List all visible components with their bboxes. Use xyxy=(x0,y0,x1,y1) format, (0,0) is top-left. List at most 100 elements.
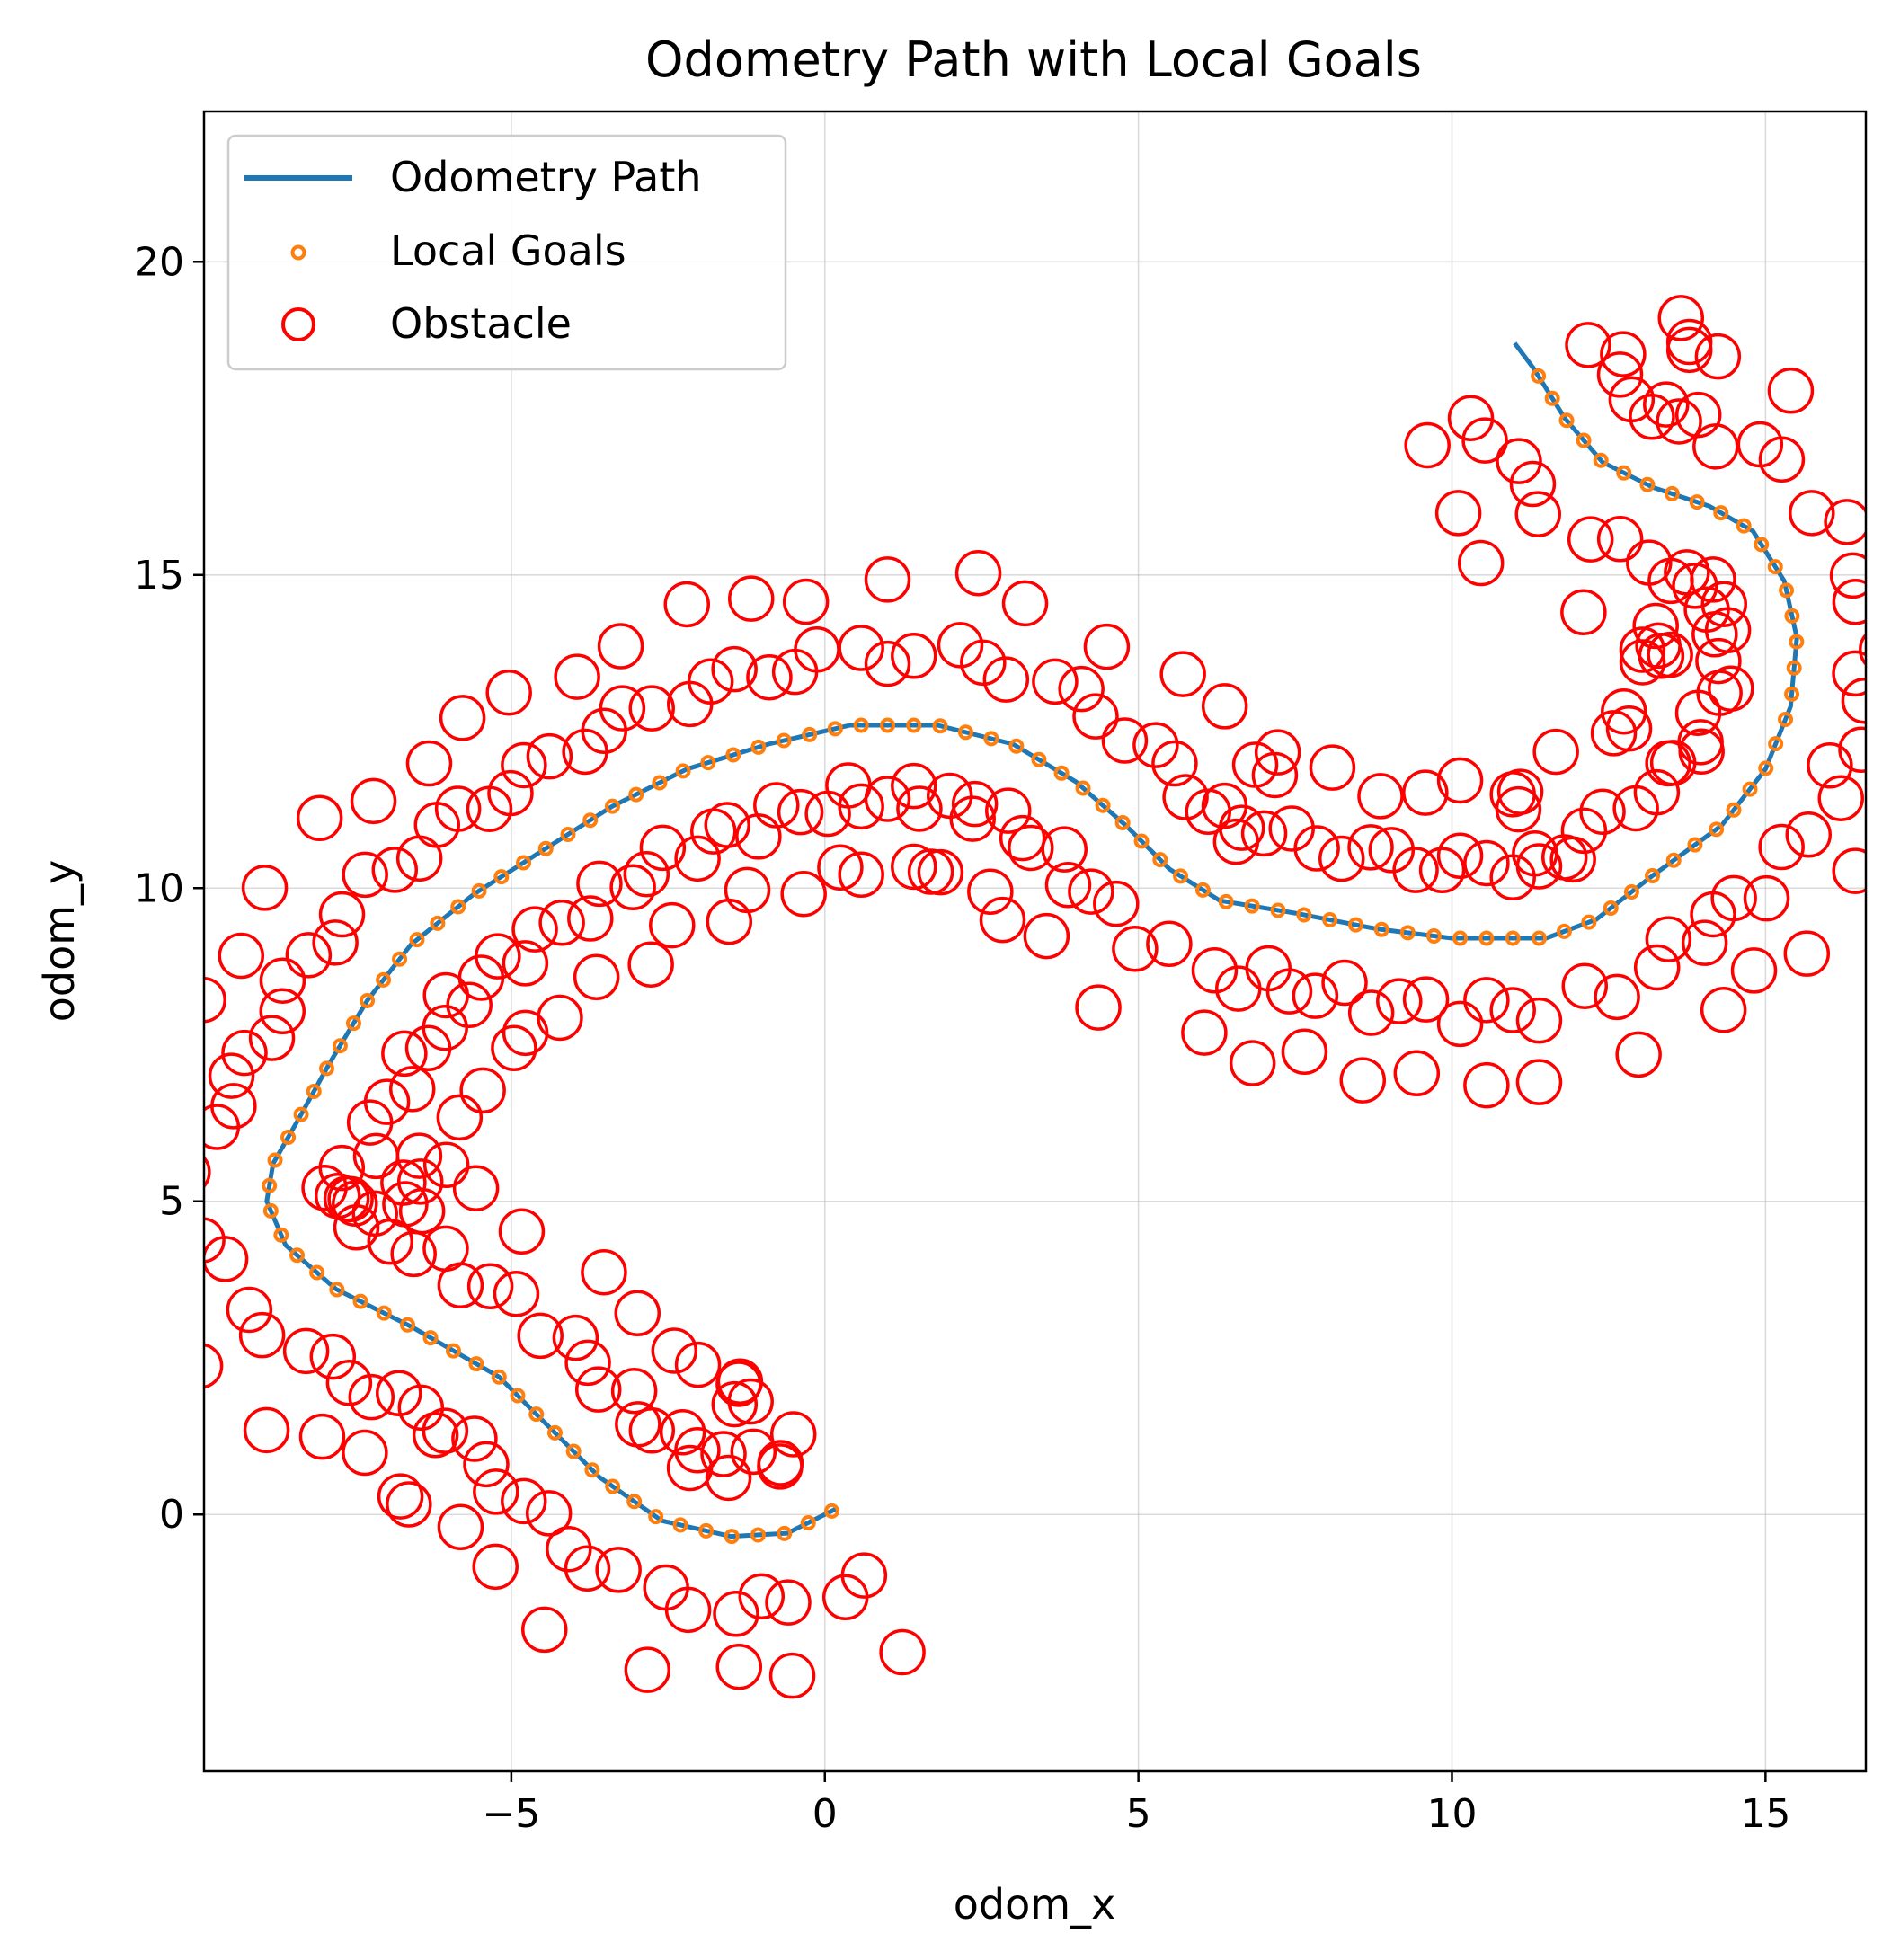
obstacle-marker xyxy=(700,1431,747,1477)
local-goal-marker xyxy=(1768,736,1784,752)
obstacle-marker xyxy=(1436,757,1484,804)
obstacle-marker xyxy=(1633,944,1681,991)
obstacle-marker xyxy=(259,988,306,1035)
obstacle-marker xyxy=(628,685,675,732)
axis-ticks: −5 0 5 10 15 0 5 10 15 20 xyxy=(134,239,1790,1837)
obstacle-marker xyxy=(1645,916,1692,962)
local-goal-marker xyxy=(675,763,691,779)
legend-path-label: Odometry Path xyxy=(390,153,702,201)
obstacle-marker xyxy=(838,625,884,671)
legend-frame xyxy=(226,134,787,371)
obstacle-marker xyxy=(1532,728,1579,776)
local-goal-marker xyxy=(1425,928,1442,945)
obstacle-marker xyxy=(381,1030,428,1078)
obstacle-marker xyxy=(1032,658,1079,705)
local-goal-marker xyxy=(1603,900,1619,916)
local-goal-marker xyxy=(628,786,644,803)
obstacle-marker xyxy=(422,1225,469,1273)
obstacle-marker xyxy=(1832,650,1866,697)
obstacle-marker xyxy=(1832,847,1866,894)
obstacle-marker xyxy=(1710,874,1757,922)
obstacle-marker xyxy=(730,1428,777,1476)
local-goal-marker xyxy=(450,899,466,915)
obstacle-marker xyxy=(1700,987,1747,1033)
obstacle-marker xyxy=(1461,417,1508,464)
obstacle-marker xyxy=(614,1290,661,1337)
obstacle-marker xyxy=(1601,687,1647,735)
obstacle-marker xyxy=(1457,539,1505,587)
obstacle-marker xyxy=(363,1078,411,1125)
local-goal-marker xyxy=(906,717,922,733)
obstacle-marker xyxy=(502,940,549,987)
obstacle-marker xyxy=(1162,774,1209,820)
local-goal-marker xyxy=(1742,781,1758,797)
obstacle-marker xyxy=(1515,997,1563,1044)
local-goal-marker xyxy=(537,840,554,856)
obstacle-marker xyxy=(1041,826,1088,873)
obstacle-series xyxy=(204,295,1866,1699)
obstacle-marker xyxy=(1392,847,1439,893)
local-goal-marker xyxy=(318,1060,334,1077)
obstacle-marker xyxy=(517,1312,564,1360)
obstacle-marker xyxy=(777,788,824,836)
local-goal-marker xyxy=(516,855,532,871)
obstacle-marker xyxy=(243,1406,290,1454)
obstacle-marker xyxy=(1633,768,1681,816)
obstacle-marker xyxy=(960,639,1007,687)
local-goal-marker xyxy=(352,1293,368,1309)
obstacle-marker xyxy=(422,1407,469,1454)
obstacle-marker xyxy=(663,581,711,628)
obstacle-marker xyxy=(350,777,397,825)
local-goal-marker xyxy=(1784,608,1800,624)
obstacle-marker xyxy=(610,1367,658,1415)
obstacle-marker xyxy=(1463,977,1510,1024)
obstacle-marker xyxy=(651,1327,698,1374)
local-goal-marker xyxy=(376,971,392,988)
local-goal-marker xyxy=(1713,505,1729,521)
obstacle-marker xyxy=(769,1411,817,1458)
obstacle-marker xyxy=(204,976,226,1024)
local-goal-marker xyxy=(491,1369,507,1385)
obstacle-marker xyxy=(1643,381,1690,428)
obstacle-marker xyxy=(1514,491,1561,537)
obstacle-marker xyxy=(1619,639,1666,686)
obstacle-marker xyxy=(1767,368,1815,414)
local-goal-marker xyxy=(1053,765,1070,781)
obstacle-marker xyxy=(1838,726,1866,773)
obstacle-marker xyxy=(221,1029,268,1077)
local-goal-marker xyxy=(1758,760,1774,776)
obstacle-marker xyxy=(639,824,687,872)
obstacle-marker xyxy=(1596,351,1644,398)
local-goal-marker xyxy=(1576,432,1592,448)
local-goal-marker xyxy=(409,932,425,948)
obstacle-marker xyxy=(554,653,600,700)
local-goal-marker xyxy=(584,1462,600,1478)
local-goal-marker xyxy=(1623,883,1639,900)
local-goal-marker xyxy=(853,717,869,733)
obstacle-marker xyxy=(768,1652,816,1699)
obstacle-marker xyxy=(1376,978,1423,1024)
obstacle-marker xyxy=(674,1341,722,1388)
obstacle-marker xyxy=(711,1380,759,1428)
obstacle-marker xyxy=(949,795,996,842)
obstacle-marker xyxy=(493,1271,540,1317)
obstacle-marker xyxy=(1240,810,1288,857)
local-goal-marker xyxy=(1687,837,1703,853)
obstacle-marker xyxy=(1023,912,1070,960)
obstacle-marker xyxy=(1600,331,1647,377)
obstacle-marker xyxy=(296,794,343,842)
y-tick-label: 10 xyxy=(134,865,184,911)
obstacle-marker xyxy=(1596,516,1644,563)
obstacle-marker xyxy=(1608,376,1656,423)
obstacle-marker xyxy=(312,919,359,966)
obstacle-marker xyxy=(459,1067,506,1114)
local-goal-marker xyxy=(1786,660,1802,676)
x-tick-label: 10 xyxy=(1426,1791,1477,1837)
obstacle-marker xyxy=(238,1311,286,1359)
obstacle-marker xyxy=(738,1573,786,1620)
local-goal-marker xyxy=(1639,476,1656,492)
obstacle-marker xyxy=(609,864,656,910)
local-goal-marker xyxy=(932,718,948,734)
legend-goals-label: Local Goals xyxy=(390,226,626,275)
